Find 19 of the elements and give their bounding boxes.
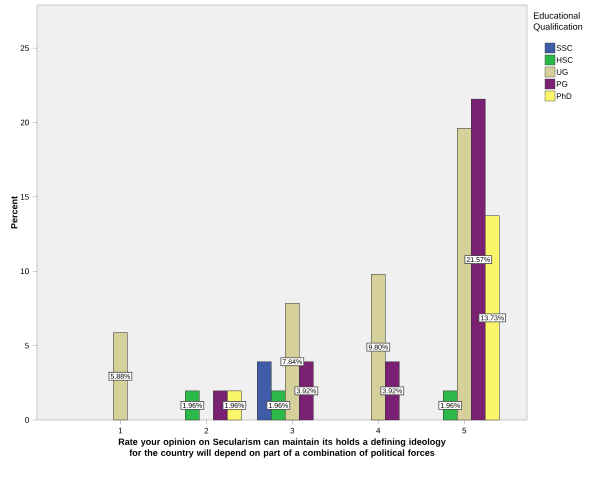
x-axis-title: Rate your opinion on Secularism can maintain its holds a defining ideology for the country will depend on part of a combination of political forces <box>118 438 446 458</box>
y-tick-label: 0 <box>25 417 29 423</box>
legend-label: HSC <box>556 57 573 63</box>
y-tick-label: 20 <box>20 120 29 126</box>
x-tick-label: 3 <box>290 428 294 434</box>
y-tick-label: 10 <box>20 268 29 274</box>
y-tick-label: 15 <box>20 194 29 200</box>
y-tick-label: 25 <box>20 45 29 51</box>
y-axis-title: Percent <box>11 196 18 228</box>
legend-label: PG <box>556 81 568 87</box>
x-tick-label: 5 <box>462 428 466 434</box>
y-tick-label: 5 <box>25 342 29 348</box>
legend-label: SSC <box>556 45 572 51</box>
x-tick-label: 4 <box>376 428 380 434</box>
x-tick-label: 1 <box>118 428 122 434</box>
legend-label: UG <box>556 69 568 75</box>
legend-label: PhD <box>556 93 572 99</box>
x-tick-label: 2 <box>204 428 208 434</box>
legend-title: Educational Qualification <box>534 12 582 32</box>
